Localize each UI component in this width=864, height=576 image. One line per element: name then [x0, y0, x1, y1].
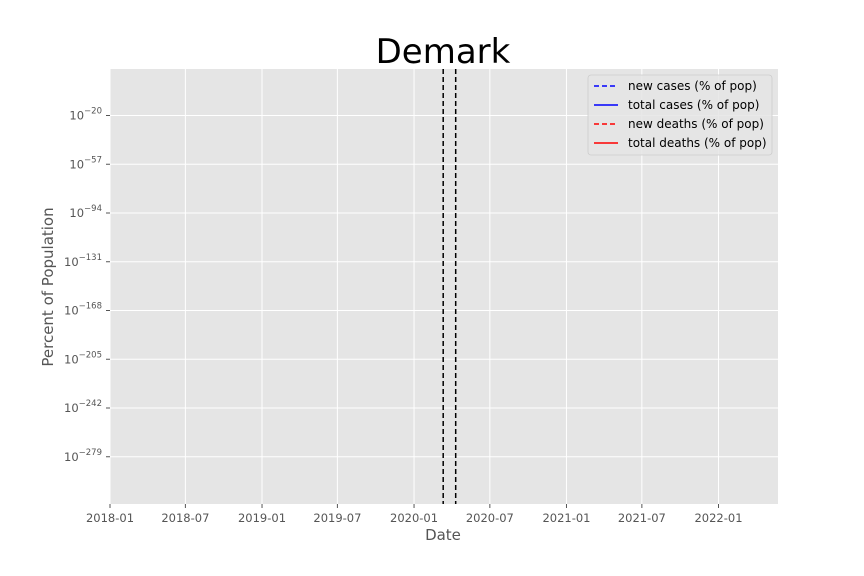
- grid: [109, 69, 778, 504]
- y-axis-label: Percent of Population: [39, 207, 57, 366]
- x-tick-label: 2021-01: [542, 511, 590, 525]
- x-axis-label: Date: [425, 526, 461, 544]
- y-tick-label: 10−131: [64, 253, 102, 269]
- x-tick-label: 2019-07: [313, 511, 361, 525]
- x-tick-label: 2018-01: [86, 511, 134, 525]
- y-tick-label: 10−94: [69, 204, 102, 220]
- legend-label: new cases (% of pop): [628, 79, 757, 93]
- y-tick-label: 10−20: [69, 107, 102, 123]
- legend-box: [587, 74, 773, 156]
- x-axis-ticks: 2018-01 2018-07 2019-01 2019-07 2020-01 2020-…: [86, 504, 743, 525]
- legend: new cases (% of pop) total cases (% of po…: [587, 74, 773, 156]
- x-tick-label: 2022-01: [694, 511, 742, 525]
- y-tick-label: 10−242: [64, 399, 102, 415]
- y-tick-label: 10−168: [64, 302, 102, 318]
- vertical-markers: [442, 69, 457, 504]
- x-tick-label: 2020-07: [466, 511, 514, 525]
- y-tick-label: 10−57: [69, 155, 102, 171]
- x-tick-label: 2018-07: [161, 511, 209, 525]
- x-tick-label: 2021-07: [618, 511, 666, 525]
- y-tick-label: 10−279: [64, 448, 102, 464]
- legend-label: new deaths (% of pop): [628, 117, 764, 131]
- y-tick-label: 10−205: [64, 350, 102, 366]
- legend-label: total cases (% of pop): [628, 98, 759, 112]
- x-tick-label: 2019-01: [238, 511, 286, 525]
- y-axis-ticks: 10−20 10−57 10−94 10−131 10−168 10−205 10−242 1…: [64, 107, 110, 464]
- legend-label: total deaths (% of pop): [628, 136, 767, 150]
- chart-title: Demark: [376, 32, 511, 72]
- x-tick-label: 2020-01: [390, 511, 438, 525]
